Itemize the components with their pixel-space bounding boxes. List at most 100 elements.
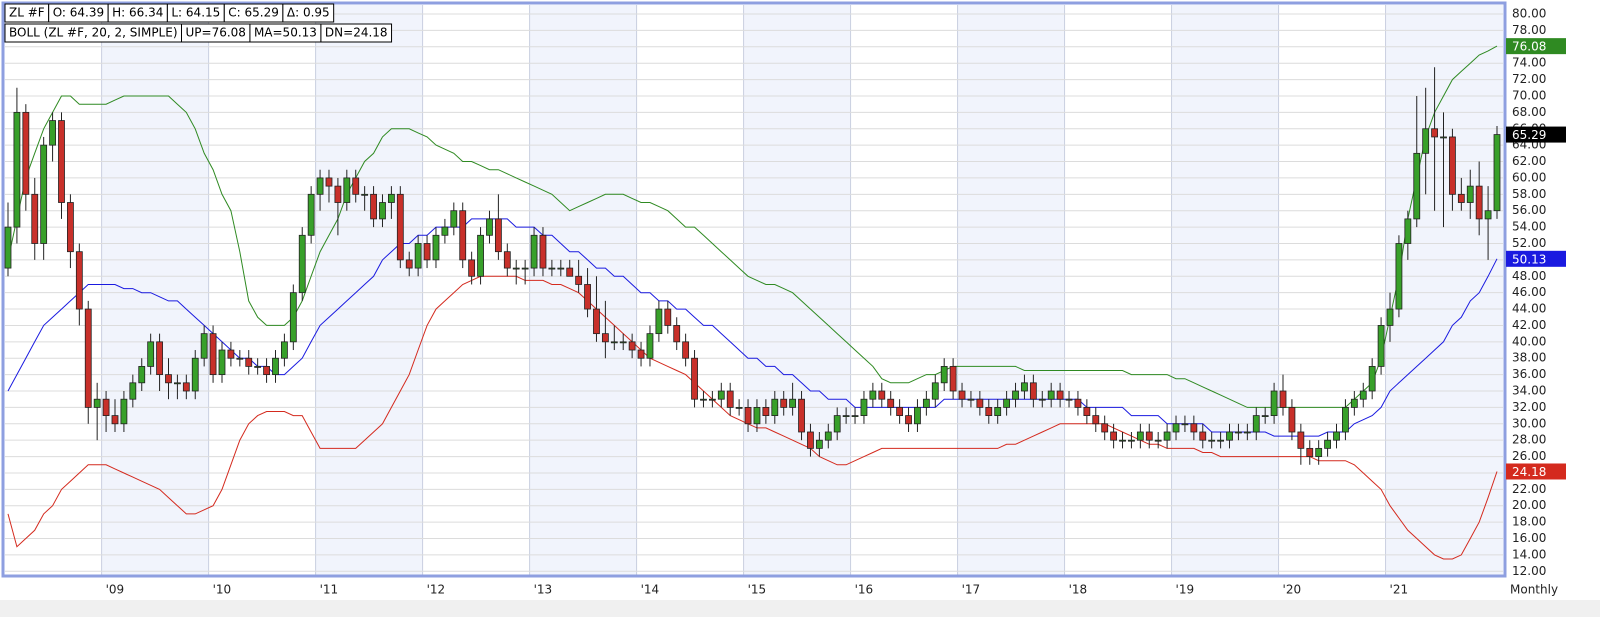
candle-body <box>1243 431 1251 434</box>
header-text: BOLL (ZL #F, 20, 2, SIMPLE) <box>9 26 178 40</box>
candle-body <box>824 431 832 441</box>
candle-body <box>530 234 538 269</box>
status-strip <box>0 600 1600 617</box>
candle-body <box>156 341 163 376</box>
candle-body <box>1252 415 1260 433</box>
candle-body <box>1288 407 1296 433</box>
candle-body <box>833 415 841 433</box>
candle-body <box>441 226 449 236</box>
candle-body <box>1110 431 1118 441</box>
candle-body <box>896 407 904 416</box>
candle-body <box>84 308 92 408</box>
candle-body <box>1261 415 1269 417</box>
candle-body <box>976 398 984 408</box>
candle-body <box>619 341 627 344</box>
candle-body <box>396 193 404 261</box>
candle-body <box>432 234 440 261</box>
candle-body <box>994 407 1002 416</box>
candle-body <box>610 341 618 344</box>
candle-body <box>191 357 199 392</box>
year-shade <box>315 5 423 575</box>
y-tick-label: 44.00 <box>1512 302 1546 316</box>
y-tick-label: 36.00 <box>1512 367 1546 381</box>
candle-body <box>1021 382 1028 392</box>
plot-frame <box>1 1 1507 578</box>
candle-body <box>726 390 734 408</box>
candle-body <box>548 267 556 270</box>
candle-body <box>147 341 155 367</box>
candle-body <box>1440 136 1447 139</box>
candle-body <box>842 415 850 417</box>
y-tick-label: 72.00 <box>1512 72 1546 86</box>
candle-body <box>40 144 48 244</box>
candle-body <box>931 382 939 400</box>
candle-body <box>860 398 868 416</box>
candle-body <box>1128 439 1135 442</box>
candle-body <box>49 120 56 146</box>
x-tick-label: '14 <box>641 583 660 597</box>
y-tick-label: 74.00 <box>1512 56 1546 70</box>
candle-body <box>486 218 493 236</box>
y-tick-label: 18.00 <box>1512 515 1546 529</box>
candle-body <box>1136 431 1144 441</box>
candle-body <box>138 366 146 384</box>
x-tick-label: '20 <box>1283 583 1302 597</box>
last-value-box <box>1506 38 1566 55</box>
candle-body <box>1074 398 1082 408</box>
candle-body <box>182 382 190 392</box>
candle-body <box>343 177 351 203</box>
candle-body <box>414 243 422 269</box>
candle-body <box>601 333 609 343</box>
candle-body <box>1038 398 1046 401</box>
candle-body <box>450 210 458 228</box>
candle-body <box>227 349 235 359</box>
candle-body <box>1297 431 1305 449</box>
y-tick-label: 52.00 <box>1512 236 1546 250</box>
candle-body <box>22 111 30 195</box>
header-text: L: 64.15 <box>171 6 220 20</box>
candle-body <box>628 341 636 351</box>
candle-body <box>298 234 306 294</box>
candle-body <box>708 398 716 401</box>
last-value-box <box>1506 463 1566 480</box>
x-axis-label: Monthly <box>1510 583 1558 597</box>
candle-body <box>1119 439 1126 442</box>
year-shade <box>101 5 209 575</box>
candle-body <box>1163 431 1171 441</box>
candle-body <box>1484 210 1492 220</box>
candle-body <box>1386 308 1394 326</box>
candle-body <box>1270 390 1278 416</box>
candle-body <box>1377 325 1385 367</box>
candle-body <box>352 177 360 195</box>
candle-body <box>1003 398 1011 408</box>
candle-body <box>307 193 315 236</box>
candle-body <box>1101 423 1109 433</box>
y-tick-label: 16.00 <box>1512 531 1546 545</box>
candle-body <box>129 382 137 400</box>
year-shade <box>1385 5 1503 575</box>
candle-body <box>263 366 270 376</box>
y-tick-label: 48.00 <box>1512 269 1546 283</box>
candle-body <box>637 349 645 359</box>
candle-body <box>1190 423 1198 433</box>
y-tick-label: 62.00 <box>1512 154 1546 168</box>
candle-body <box>762 407 770 416</box>
y-tick-label: 54.00 <box>1512 220 1546 234</box>
candle-body <box>289 292 297 343</box>
candle-body <box>254 366 262 368</box>
y-tick-label: 78.00 <box>1512 23 1546 37</box>
candle-body <box>575 275 583 285</box>
candle-body <box>494 218 502 253</box>
y-tick-label: 12.00 <box>1512 564 1546 578</box>
header-text: ZL #F <box>9 6 45 20</box>
y-tick-label: 68.00 <box>1512 105 1546 119</box>
candle-body <box>1235 431 1242 434</box>
y-tick-label: 38.00 <box>1512 351 1546 365</box>
candle-body <box>512 267 520 270</box>
candle-body <box>878 390 886 400</box>
candle-body <box>1422 128 1430 154</box>
x-tick-label: '15 <box>748 583 767 597</box>
header-text: UP=76.08 <box>186 26 246 40</box>
y-tick-label: 32.00 <box>1512 400 1546 414</box>
candle-body <box>423 243 431 261</box>
